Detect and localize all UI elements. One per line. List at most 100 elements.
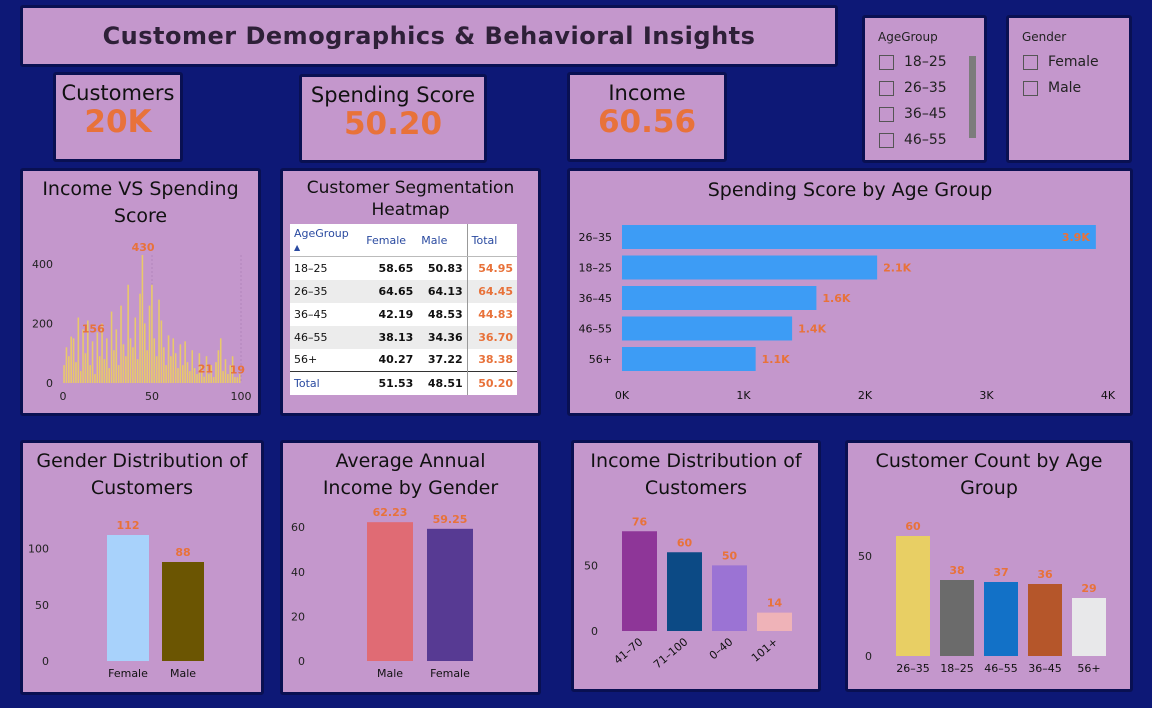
histogram-bar — [155, 356, 158, 383]
spend-by-age-chart: 26–35 3.9K 18–25 2.1K 36–45 1.6K 46–55 1.4K 56+ 1… — [579, 225, 1116, 402]
table-cell: 44.83 — [466, 302, 517, 326]
slicer-option-label: 46–55 — [904, 132, 947, 148]
kpi-customers-card[interactable]: Customers 20K — [53, 72, 183, 162]
gender-dist-card[interactable]: Gender Distribution of Customers 0 50 100 1… — [20, 440, 264, 695]
histogram-bar — [172, 338, 175, 383]
income-dist-card[interactable]: Income Distribution of Customers 0 50 76 41… — [571, 440, 821, 692]
histogram-bar — [70, 336, 72, 383]
income-vs-spending-card[interactable]: Income VS Spending Score 0 200 400 0 50 100 15… — [20, 168, 261, 416]
y-tick-label: 50 — [584, 559, 598, 572]
x-tick-label: 41–70 — [611, 635, 645, 666]
gender-slicer[interactable]: Gender Female Male — [1006, 15, 1132, 163]
histogram-bar — [151, 284, 153, 383]
bar — [896, 536, 930, 656]
data-label: 60 — [677, 536, 693, 549]
histogram-bar — [217, 350, 220, 383]
x-tick-label: 18–25 — [940, 662, 974, 675]
table-cell: 36–45 — [294, 307, 328, 321]
histogram-bar — [200, 365, 203, 383]
income-vs-spending-chart: 0 200 400 0 50 100 156 430 21 19 — [32, 243, 252, 403]
y-tick-label: 20 — [291, 610, 305, 623]
chart-title: Average Annual Income by Gender — [322, 450, 499, 499]
checkbox[interactable] — [1023, 80, 1038, 96]
checkbox[interactable] — [1023, 54, 1038, 70]
table-cell: 64.45 — [466, 279, 517, 303]
column-header[interactable]: Female — [362, 224, 418, 257]
table-row: 46–55 38.13 34.36 36.70 — [290, 325, 517, 349]
table-cell: 54.95 — [466, 256, 517, 280]
checkbox[interactable] — [879, 54, 894, 70]
histogram-bar — [115, 329, 118, 383]
data-label: 60 — [905, 520, 921, 533]
data-label: 36 — [1037, 568, 1053, 581]
bar — [107, 535, 149, 661]
histogram-bar — [210, 365, 213, 383]
avg-income-chart: 0 20 40 60 62.23 Male 59.25 Female — [291, 506, 473, 680]
histogram-bar — [158, 299, 160, 383]
slicer-option-18-25[interactable]: 18–25 — [879, 54, 984, 70]
data-label: 76 — [632, 515, 648, 528]
data-label: 112 — [117, 519, 140, 532]
checkbox[interactable] — [879, 132, 894, 148]
histogram-bar — [236, 377, 239, 383]
histogram-bar — [196, 374, 198, 383]
slicer-option-46-55[interactable]: 46–55 — [879, 132, 984, 148]
y-tick-label: 46–55 — [579, 323, 613, 336]
data-label: 37 — [993, 566, 1008, 579]
kpi-income-card[interactable]: Income 60.56 — [567, 72, 727, 162]
y-tick-label: 0 — [591, 625, 598, 638]
table-cell: 18–25 — [294, 261, 328, 275]
kpi-spending-card[interactable]: Spending Score 50.20 — [299, 74, 487, 163]
agegroup-slicer[interactable]: AgeGroup 18–25 26–35 36–45 46–55 — [862, 15, 987, 163]
x-tick-label: 0 — [60, 390, 67, 403]
bar — [1028, 584, 1062, 656]
count-by-age-card[interactable]: Customer Count by Age Group 0 50 60 26–35 38… — [845, 440, 1133, 692]
table-cell: 38.38 — [466, 348, 517, 372]
checkbox[interactable] — [879, 80, 894, 96]
histogram-bar — [162, 347, 165, 383]
kpi-label: Income — [608, 81, 686, 105]
histogram-bar — [219, 338, 222, 383]
x-tick-label: 4K — [1101, 389, 1116, 402]
slicer-scrollbar[interactable] — [969, 56, 976, 138]
spend-by-age-card[interactable]: Spending Score by Age Group 26–35 3.9K 18–… — [567, 168, 1133, 416]
histogram-bar — [82, 329, 84, 383]
y-tick-label: 40 — [291, 566, 305, 579]
histogram-bar — [222, 371, 224, 383]
histogram-bar — [117, 365, 120, 383]
x-tick-label: 46–55 — [984, 662, 1018, 675]
column-header[interactable]: Male — [417, 224, 468, 257]
histogram-bar — [170, 356, 172, 383]
y-tick-label: 56+ — [589, 353, 612, 366]
histogram-bar — [63, 365, 65, 383]
histogram-bar — [231, 356, 234, 383]
table-cell: 46–55 — [290, 325, 363, 349]
histogram-bar — [193, 368, 196, 383]
slicer-option-female[interactable]: Female — [1023, 54, 1129, 70]
heatmap-card[interactable]: Customer Segmentation Heatmap AgeGroup ▲ F… — [280, 168, 541, 416]
slicer-option-26-35[interactable]: 26–35 — [879, 80, 984, 96]
kpi-value: 50.20 — [343, 106, 443, 142]
bar — [622, 531, 657, 631]
column-header[interactable]: Total — [466, 224, 517, 257]
y-tick-label: 50 — [858, 550, 872, 563]
data-label: 1.1K — [762, 353, 790, 366]
histogram-bar — [203, 376, 205, 383]
histogram-bar — [120, 305, 122, 383]
histogram-bar — [65, 347, 68, 383]
bar — [757, 612, 792, 631]
avg-income-card[interactable]: Average Annual Income by Gender 0 20 40 60 6… — [280, 440, 541, 695]
x-tick-label: 101+ — [749, 635, 781, 664]
histogram-bar — [139, 293, 141, 383]
bar — [622, 347, 756, 371]
table-cell: Total — [290, 371, 363, 395]
slicer-option-male[interactable]: Male — [1023, 80, 1129, 96]
histogram-bar — [134, 317, 137, 383]
column-header[interactable]: AgeGroup ▲ — [290, 224, 363, 257]
y-tick-label: 50 — [35, 599, 49, 612]
histogram-bar — [68, 356, 70, 383]
slicer-option-36-45[interactable]: 36–45 — [879, 106, 984, 122]
data-label: 88 — [175, 546, 190, 559]
heatmap-table: AgeGroup ▲ Female Male Total 18–25 58.65 50.83 5… — [290, 224, 517, 395]
checkbox[interactable] — [879, 106, 894, 122]
